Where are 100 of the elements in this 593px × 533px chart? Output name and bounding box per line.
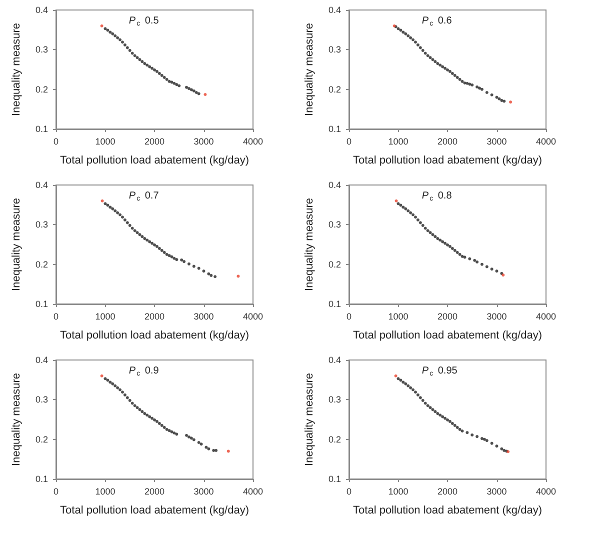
point: [418, 396, 422, 400]
point: [133, 229, 136, 232]
point: [153, 68, 156, 72]
point: [444, 66, 447, 70]
point: [476, 85, 479, 88]
y-tick-label: 0.3: [328, 44, 341, 55]
point: [158, 246, 161, 250]
point: [421, 48, 424, 52]
x-axis-title: Total pollution load abatement (kg/day): [353, 330, 542, 342]
point: [495, 444, 498, 448]
point: [460, 80, 464, 83]
point: [438, 64, 442, 67]
y-tick-label: 0.4: [35, 355, 48, 365]
point: [197, 92, 200, 96]
point: [421, 224, 424, 227]
point: [446, 418, 449, 422]
point: [450, 72, 454, 75]
point: [148, 65, 152, 68]
point: [204, 92, 207, 96]
x-axis-title: Total pollution load abatement (kg/day): [353, 504, 542, 516]
point: [140, 235, 144, 238]
point: [143, 237, 146, 240]
point: [428, 406, 432, 410]
y-tick-label: 0.3: [35, 44, 48, 55]
x-tick-label: 4000: [536, 136, 556, 146]
point: [175, 83, 178, 86]
point: [431, 408, 434, 412]
y-tick-label: 0.2: [328, 84, 341, 94]
y-axis-title: Inequality measure: [10, 23, 22, 116]
point: [210, 274, 213, 277]
point: [448, 70, 452, 73]
point: [104, 377, 107, 380]
point: [170, 80, 174, 84]
point: [136, 56, 139, 60]
point: [175, 258, 178, 262]
x-tick-label: 2000: [437, 136, 458, 146]
point: [495, 96, 498, 99]
point: [458, 428, 462, 431]
y-tick-label: 0.4: [35, 180, 48, 190]
point: [418, 221, 422, 224]
point: [414, 216, 417, 219]
x-tick-label: 3000: [486, 486, 507, 496]
point: [108, 30, 112, 34]
point: [187, 87, 190, 90]
point: [421, 398, 424, 402]
y-tick-label: 0.1: [35, 124, 48, 134]
point: [399, 204, 402, 207]
point: [490, 93, 494, 96]
point: [406, 209, 410, 212]
point: [168, 254, 171, 258]
point: [123, 43, 126, 46]
y-tick-label: 0.4: [35, 5, 48, 15]
point: [128, 224, 132, 227]
x-tick-label: 1000: [95, 136, 116, 146]
point: [194, 91, 198, 94]
point: [140, 60, 144, 64]
x-axis-title: Total pollution load abatement (kg/day): [60, 504, 249, 516]
point: [453, 74, 456, 77]
point: [236, 274, 240, 278]
point: [399, 28, 402, 32]
point: [187, 435, 190, 438]
point: [450, 422, 454, 425]
y-tick-label: 0.3: [328, 220, 341, 230]
point: [146, 238, 149, 242]
point: [158, 422, 161, 425]
x-tick-label: 0: [346, 136, 352, 146]
y-tick-label: 0.4: [328, 5, 341, 15]
point: [418, 46, 422, 50]
point: [500, 447, 504, 450]
point: [100, 199, 104, 202]
point: [100, 374, 104, 378]
x-tick-label: 4000: [536, 312, 556, 322]
point: [170, 430, 174, 434]
point: [412, 38, 415, 42]
point: [170, 255, 174, 258]
point: [444, 416, 447, 420]
point: [498, 97, 501, 100]
point: [204, 446, 208, 449]
point: [214, 275, 217, 278]
x-tick-label: 2000: [437, 486, 458, 496]
point: [187, 262, 190, 266]
point: [118, 388, 122, 392]
x-tick-label: 1000: [95, 312, 116, 322]
point: [162, 250, 166, 254]
point: [153, 243, 156, 246]
point: [466, 82, 469, 85]
point: [160, 424, 164, 427]
point: [394, 199, 398, 202]
point: [192, 264, 196, 268]
point: [482, 438, 486, 441]
point: [150, 66, 154, 70]
point: [404, 382, 408, 386]
point: [165, 78, 168, 81]
point: [200, 442, 203, 446]
point: [158, 72, 161, 75]
point: [116, 386, 120, 390]
point: [458, 252, 462, 256]
point: [120, 40, 124, 44]
y-axis-title: Inequality measure: [10, 198, 22, 291]
y-axis-title: Inequality measure: [10, 373, 22, 466]
